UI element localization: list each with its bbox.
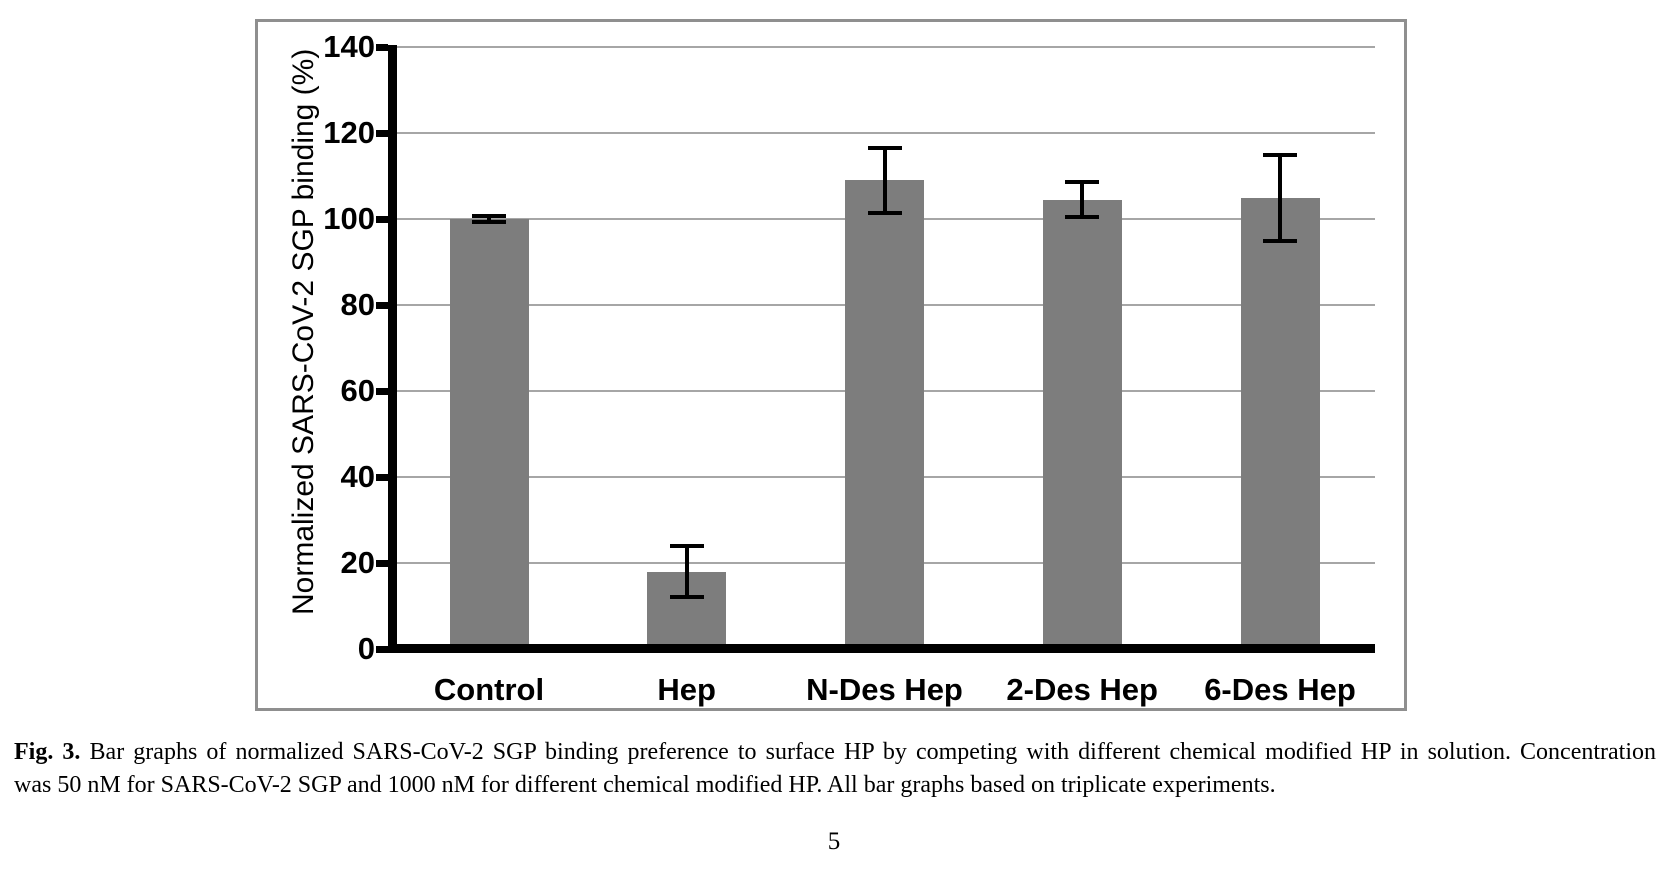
x-axis-category-label: N-Des Hep xyxy=(806,672,963,707)
x-axis-category-label: Hep xyxy=(657,672,716,707)
page-number: 5 xyxy=(827,828,841,855)
y-tick-label: 120 xyxy=(323,115,375,150)
y-tick-label: 140 xyxy=(323,29,375,64)
y-tick-label: 40 xyxy=(340,459,375,494)
y-gridline xyxy=(397,46,1375,48)
bar xyxy=(1240,197,1320,648)
error-bar-cap-top xyxy=(1263,152,1297,157)
y-tick-label: 80 xyxy=(340,287,375,322)
y-tick-label: 60 xyxy=(340,373,375,408)
caption-figure-label: Fig. 3. xyxy=(14,739,81,765)
y-axis-tick xyxy=(376,216,388,223)
y-axis-tick xyxy=(376,560,388,567)
y-axis-tick xyxy=(376,302,388,309)
bar xyxy=(449,219,529,648)
error-bar-cap-bottom xyxy=(669,595,704,600)
error-bar-line xyxy=(1080,182,1085,217)
caption-line-1-text: Bar graphs of normalized SARS-CoV-2 SGP … xyxy=(89,739,1657,765)
error-bar-line xyxy=(1278,154,1282,241)
error-bar-line xyxy=(487,215,491,223)
y-tick-label: 0 xyxy=(357,631,375,666)
y-axis-tick xyxy=(376,474,388,481)
bar-chart-plot-area: Normalized SARS-CoV-2 SGP binding (%) 0 2… xyxy=(258,22,1404,708)
figure-caption: Fig. 3. Bar graphs of normalized SARS-Co… xyxy=(14,736,1656,802)
x-axis-category-label: 2-Des Hep xyxy=(1006,672,1158,707)
error-bar-cap-bottom xyxy=(867,210,902,215)
error-bar-cap-bottom xyxy=(472,220,506,225)
y-axis-tick xyxy=(376,130,388,137)
y-tick-label: 20 xyxy=(340,545,375,580)
error-bar-cap-top xyxy=(867,146,902,151)
x-axis-line xyxy=(388,644,1375,653)
y-axis-tick xyxy=(376,646,388,653)
y-gridline xyxy=(397,132,1375,134)
error-bar-cap-bottom xyxy=(1263,238,1297,243)
error-bar-cap-top xyxy=(472,213,506,218)
error-bar-line xyxy=(882,148,887,213)
x-axis-category-label: 6-Des Hep xyxy=(1204,672,1356,707)
figure-border-box: Normalized SARS-CoV-2 SGP binding (%) 0 2… xyxy=(255,19,1407,711)
y-tick-label: 100 xyxy=(323,201,375,236)
y-axis-tick xyxy=(376,388,388,395)
error-bar-line xyxy=(684,545,689,598)
y-axis-line xyxy=(388,45,397,653)
y-axis-title: Normalized SARS-CoV-2 SGP binding (%) xyxy=(287,48,320,615)
bar xyxy=(1042,199,1122,648)
error-bar-cap-top xyxy=(669,543,704,548)
x-axis-category-label: Control xyxy=(433,672,545,707)
caption-line-2: was 50 nM for SARS-CoV-2 SGP and 1000 nM… xyxy=(14,772,1276,798)
caption-line-1: Fig. 3. Bar graphs of normalized SARS-Co… xyxy=(14,736,1656,769)
y-axis-tick xyxy=(376,44,388,51)
bar xyxy=(845,180,924,648)
error-bar-cap-top xyxy=(1065,180,1100,185)
error-bar-cap-bottom xyxy=(1065,214,1100,219)
